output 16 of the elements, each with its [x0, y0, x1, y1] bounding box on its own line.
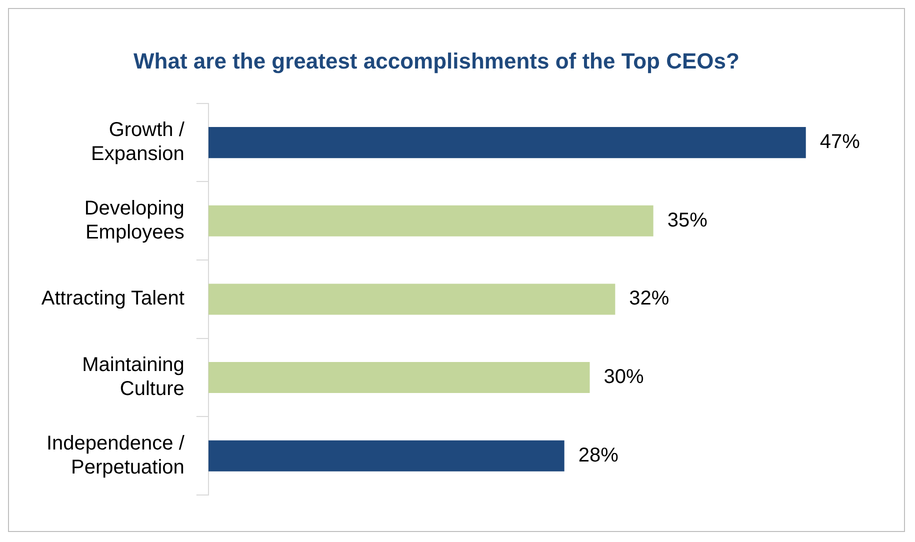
- y-tick-label: Growth / Expansion: [91, 119, 185, 166]
- y-tick-label: Maintaining Culture: [82, 354, 184, 400]
- data-label: 30%: [604, 366, 644, 388]
- bar: [208, 127, 806, 158]
- chart-title: What are the greatest accomplishments of the Top CEOs?: [134, 48, 740, 74]
- bar: [208, 284, 616, 315]
- y-tick-label: Independence / Perpetuation: [46, 432, 185, 478]
- bar: [208, 362, 590, 394]
- y-tick-label: Attracting Talent: [41, 288, 185, 310]
- data-label: 32%: [629, 288, 670, 310]
- bar: [208, 440, 564, 472]
- y-tick-label: Developing Employees: [84, 197, 184, 244]
- data-label: 47%: [820, 131, 860, 154]
- bar: [208, 205, 654, 236]
- data-label: 28%: [578, 444, 619, 466]
- data-label: 35%: [667, 209, 708, 232]
